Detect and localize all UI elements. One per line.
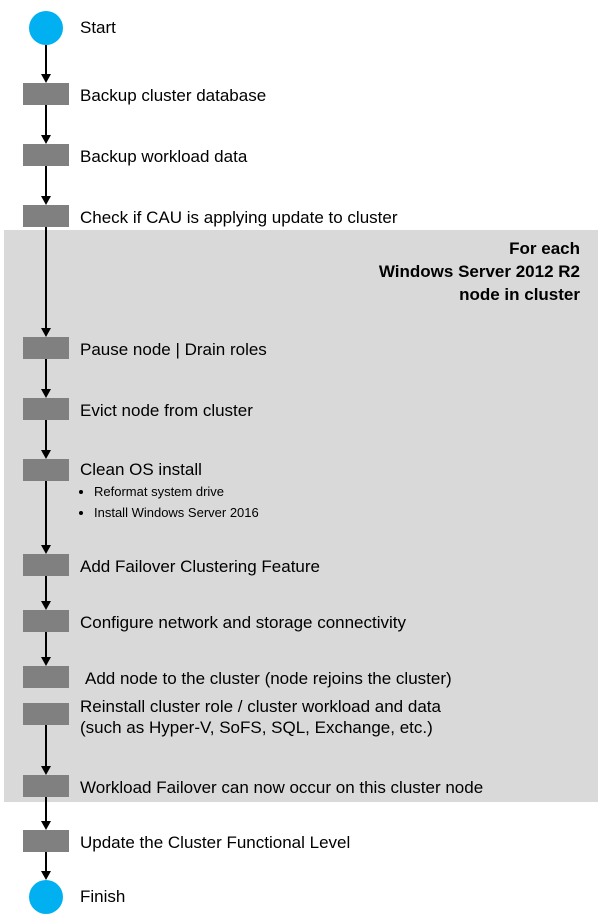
connector-line: [45, 359, 47, 390]
connector-line: [45, 797, 47, 822]
step-sublist: Reformat system drive Install Windows Ser…: [80, 484, 259, 521]
step-label-line: Evict node from cluster: [80, 400, 253, 421]
connector-line: [45, 420, 47, 451]
step-label-line: Pause node | Drain roles: [80, 339, 267, 360]
arrowhead-icon: [41, 450, 51, 459]
step-label-line: Check if CAU is applying update to clust…: [80, 207, 398, 228]
process-box: [23, 554, 69, 576]
process-box: [23, 610, 69, 632]
step-label-line: Clean OS install: [80, 459, 259, 480]
step-label-line: Reinstall cluster role / cluster workloa…: [80, 696, 441, 717]
connector-line: [45, 481, 47, 546]
step-label-line: Finish: [80, 886, 125, 907]
step-label: Configure network and storage connectivi…: [80, 612, 406, 633]
step-label: Update the Cluster Functional Level: [80, 832, 350, 853]
step-label-line: Add Failover Clustering Feature: [80, 556, 320, 577]
step-sublist-item: Reformat system drive: [94, 484, 259, 500]
process-box: [23, 703, 69, 725]
step-label-line: Add node to the cluster (node rejoins th…: [85, 668, 452, 689]
connector-line: [45, 852, 47, 872]
process-box: [23, 83, 69, 105]
step-label: Check if CAU is applying update to clust…: [80, 207, 398, 228]
step-sublist-item: Install Windows Server 2016: [94, 505, 259, 521]
process-box: [23, 666, 69, 688]
arrowhead-icon: [41, 135, 51, 144]
arrowhead-icon: [41, 871, 51, 880]
connector-line: [45, 105, 47, 136]
connector-line: [45, 725, 47, 767]
arrowhead-icon: [41, 196, 51, 205]
step-label-line: Backup workload data: [80, 146, 247, 167]
step-label: Add Failover Clustering Feature: [80, 556, 320, 577]
arrowhead-icon: [41, 545, 51, 554]
step-label-line: Workload Failover can now occur on this …: [80, 777, 483, 798]
finish-node: [29, 880, 63, 914]
step-label: Backup workload data: [80, 146, 247, 167]
arrowhead-icon: [41, 389, 51, 398]
step-label: Add node to the cluster (node rejoins th…: [85, 668, 452, 689]
step-label: Finish: [80, 886, 125, 907]
process-box: [23, 337, 69, 359]
arrowhead-icon: [41, 601, 51, 610]
process-box: [23, 398, 69, 420]
loop-title-l2: Windows Server 2012 R2: [379, 261, 580, 284]
arrowhead-icon: [41, 821, 51, 830]
step-label: Workload Failover can now occur on this …: [80, 777, 483, 798]
step-label-line: Update the Cluster Functional Level: [80, 832, 350, 853]
process-box: [23, 459, 69, 481]
step-label-line: Start: [80, 17, 116, 38]
connector-line: [45, 227, 47, 329]
connector-line: [45, 45, 47, 75]
process-box: [23, 205, 69, 227]
step-label: Start: [80, 17, 116, 38]
loop-title-l3: node in cluster: [379, 284, 580, 307]
step-label-line: (such as Hyper-V, SoFS, SQL, Exchange, e…: [80, 717, 441, 738]
connector-line: [45, 166, 47, 197]
arrowhead-icon: [41, 328, 51, 337]
loop-title: For eachWindows Server 2012 R2node in cl…: [379, 238, 580, 307]
process-box: [23, 830, 69, 852]
step-label: Evict node from cluster: [80, 400, 253, 421]
step-label-line: Backup cluster database: [80, 85, 266, 106]
connector-line: [45, 632, 47, 658]
step-label: Pause node | Drain roles: [80, 339, 267, 360]
step-label: Backup cluster database: [80, 85, 266, 106]
step-label: Reinstall cluster role / cluster workloa…: [80, 696, 441, 739]
start-node: [29, 11, 63, 45]
process-box: [23, 775, 69, 797]
connector-line: [45, 576, 47, 602]
arrowhead-icon: [41, 657, 51, 666]
step-label: Clean OS install Reformat system drive Ins…: [80, 459, 259, 525]
step-label-line: Configure network and storage connectivi…: [80, 612, 406, 633]
arrowhead-icon: [41, 766, 51, 775]
arrowhead-icon: [41, 74, 51, 83]
process-box: [23, 144, 69, 166]
loop-title-l1: For each: [379, 238, 580, 261]
